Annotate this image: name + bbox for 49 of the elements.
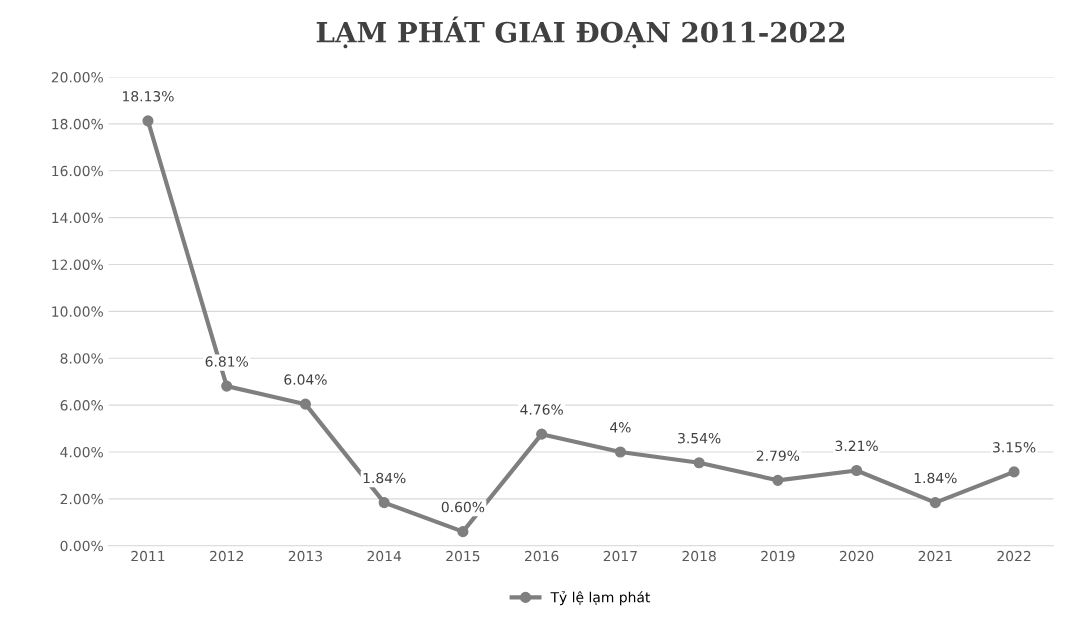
y-tick-label: 12.00% [52,259,103,270]
x-tick-label: 2016 [524,550,559,562]
point [457,526,469,538]
data-label: 1.84% [914,472,957,484]
y-tick-label: 18.00% [52,118,103,130]
y-tick-label: 20.00% [51,72,103,83]
y-tick-label: 8.00% [60,353,103,364]
x-tick-label: 2021 [918,550,952,562]
point [772,474,784,486]
x-tick-label: 2012 [210,550,243,562]
data-label: 4.76% [520,404,563,415]
point [142,115,154,127]
x-tick-label: 2019 [761,550,795,562]
data-label: 4% [610,422,631,433]
y-tick-label: 6.00% [60,400,103,411]
data-label: 1.84% [363,472,406,484]
y-tick-label: 14.00% [52,212,103,224]
x-tick-label: 2013 [288,550,322,562]
y-tick-label: 10.00% [52,306,103,317]
point [221,380,233,392]
point [614,446,626,458]
point [851,464,863,477]
data-label: 3.21% [835,440,878,452]
data-label: 6.04% [284,374,327,385]
x-tick-label: 2015 [446,550,480,562]
point [536,428,548,440]
y-tick-label: 0.00% [60,540,103,552]
chart-title: LẠM PHÁT GIAI ĐOẠN 2011-2022 [316,16,845,49]
x-tick-label: 2018 [682,550,716,562]
point [299,398,311,410]
data-label: 3.54% [678,432,721,444]
point [693,457,705,469]
x-tick-label: 2022 [997,550,1031,562]
x-tick-label: 2014 [367,550,402,562]
data-label: 6.81% [205,356,248,367]
legend-label: Tỷ lệ lạm phát [550,591,651,606]
point [1008,466,1020,478]
data-label: 3.15% [993,442,1036,453]
x-tick-label: 2011 [131,550,165,562]
y-tick-label: 4.00% [60,446,103,458]
point [378,497,390,509]
y-tick-label: 16.00% [52,165,103,177]
x-tick-label: 2017 [603,550,637,562]
data-label: 2.79% [756,450,800,461]
x-tick-label: 2020 [839,550,874,562]
y-tick-label: 2.00% [60,493,103,505]
point [929,497,941,509]
data-label: 18.13% [123,91,174,102]
data-label: 0.60% [441,501,485,513]
